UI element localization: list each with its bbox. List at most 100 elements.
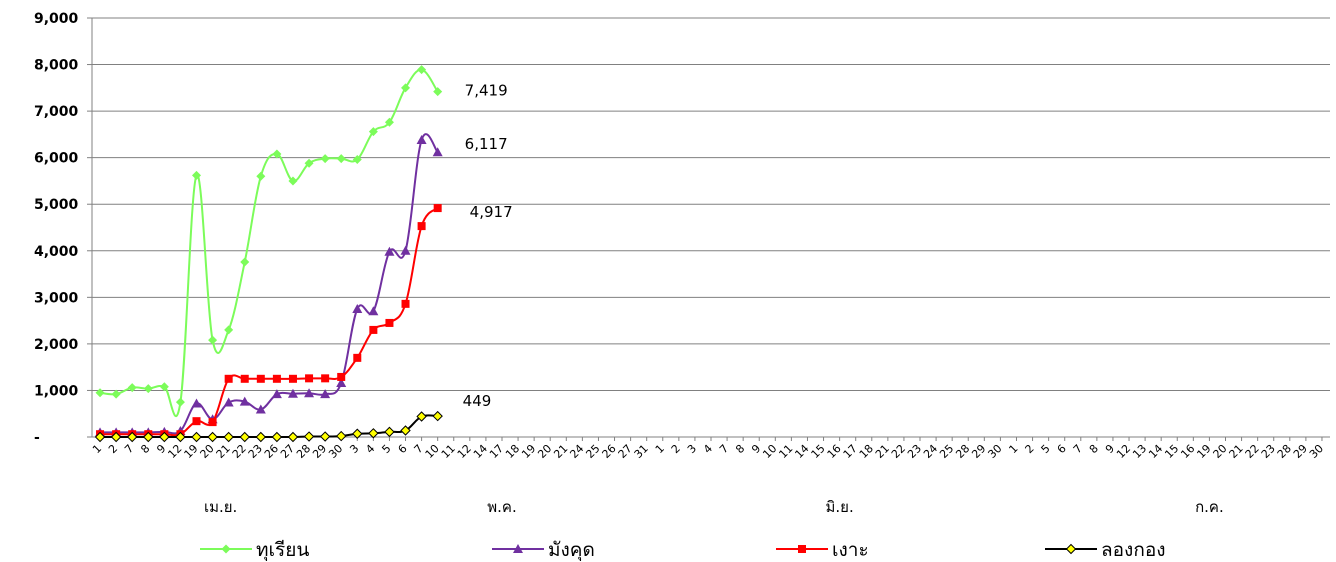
legend-item: มังคุด: [492, 539, 595, 562]
y-tick-label: 6,000: [34, 151, 79, 167]
data-point-marker: [111, 389, 121, 399]
data-point-marker: [304, 158, 314, 168]
data-point-marker: [191, 431, 202, 443]
data-point-marker: [255, 404, 266, 414]
data-point-marker: [159, 431, 170, 443]
data-point-marker: [95, 388, 105, 398]
data-point-marker: [223, 397, 234, 407]
y-tick-label: 3,000: [34, 290, 79, 306]
x-tick-label: 2: [669, 442, 683, 456]
data-point-marker: [126, 431, 138, 443]
data-point-marker: [432, 410, 443, 422]
data-point-marker: [417, 65, 427, 75]
data-point-marker: [320, 389, 331, 399]
data-point-marker: [288, 374, 297, 383]
data-point-marker: [417, 222, 426, 231]
data-point-marker: [385, 318, 394, 327]
legend-item: ลองกอง: [1045, 539, 1166, 561]
data-point-marker: [143, 431, 154, 443]
x-tick-label: 30: [1307, 442, 1326, 461]
x-tick-label: 1: [1006, 442, 1020, 456]
x-tick-label: 4: [701, 442, 715, 456]
series-line: [100, 414, 438, 439]
data-point-marker: [401, 83, 411, 93]
data-point-marker: [353, 353, 362, 362]
data-point-marker: [369, 325, 378, 334]
data-point-marker: [1065, 543, 1077, 555]
legend-label: มังคุด: [548, 539, 595, 562]
x-tick-label: 30: [326, 442, 345, 461]
data-point-marker: [272, 374, 281, 383]
legend-label: ทุเรียน: [256, 539, 309, 562]
month-label: เม.ย.: [204, 498, 237, 516]
end-labels: 7,419 6,117 4,917 449: [463, 82, 513, 410]
end-value-label: 449: [463, 392, 492, 410]
x-tick-label: 30: [985, 442, 1004, 461]
data-point-marker: [287, 431, 299, 443]
end-value-label: 7,419: [465, 82, 508, 100]
data-point-marker: [192, 170, 202, 180]
data-point-marker: [223, 431, 234, 443]
y-tick-label: 1,000: [34, 383, 79, 399]
month-label: ก.ค.: [1195, 498, 1224, 516]
data-point-marker: [384, 117, 394, 127]
x-tick-label: 5: [1039, 442, 1053, 456]
data-point-marker: [208, 418, 217, 427]
data-point-marker: [368, 428, 379, 439]
x-tick-label: 8: [138, 442, 152, 456]
x-tick-label: 31: [632, 442, 651, 461]
series-1: [95, 65, 443, 418]
data-point-marker: [240, 374, 249, 383]
y-axis: - 1,000 2,000 3,000 4,000 5,000 6,000 7,000 8,00…: [34, 11, 93, 446]
data-point-marker: [224, 374, 233, 383]
x-tick-label: 6: [395, 442, 409, 456]
month-label: มิ.ย.: [826, 498, 854, 516]
data-point-marker: [191, 398, 202, 408]
series-layer: [94, 65, 443, 443]
data-point-marker: [416, 134, 427, 144]
x-tick-label: 1: [653, 442, 667, 456]
data-point-marker: [110, 431, 122, 443]
data-point-marker: [401, 299, 410, 308]
data-point-marker: [288, 176, 298, 186]
x-tick-label: 8: [733, 442, 747, 456]
data-point-marker: [287, 388, 298, 398]
data-point-marker: [384, 246, 395, 256]
data-point-marker: [239, 396, 250, 406]
x-tick-label: 1: [90, 442, 104, 456]
x-tick-label: 8: [1087, 442, 1101, 456]
series-line: [100, 207, 439, 437]
data-point-marker: [303, 431, 315, 442]
data-point-marker: [416, 411, 427, 422]
data-point-marker: [798, 545, 806, 553]
data-point-marker: [400, 245, 411, 255]
data-point-marker: [127, 383, 137, 393]
data-point-marker: [433, 87, 443, 97]
data-point-marker: [221, 544, 231, 554]
data-point-marker: [352, 155, 362, 165]
x-tick-label: 2: [106, 442, 120, 456]
data-point-marker: [432, 147, 443, 157]
y-tick-label: -: [34, 430, 40, 446]
legend: ทุเรียน มังคุด เงาะ ลองกอง: [200, 539, 1166, 562]
data-point-marker: [336, 154, 346, 164]
data-point-marker: [400, 425, 411, 436]
y-tick-label: 4,000: [34, 244, 79, 260]
end-value-label: 4,917: [470, 203, 513, 221]
data-point-marker: [159, 382, 169, 392]
x-tick-label: 7: [122, 442, 136, 456]
legend-item: เงาะ: [776, 539, 869, 561]
y-tick-label: 9,000: [34, 11, 79, 27]
data-point-marker: [256, 374, 265, 383]
data-point-marker: [368, 127, 378, 137]
end-value-label: 6,117: [465, 135, 508, 153]
data-point-marker: [143, 384, 153, 394]
data-point-marker: [224, 325, 234, 335]
y-tick-label: 8,000: [34, 58, 79, 74]
gridlines: [92, 17, 1330, 438]
legend-item: ทุเรียน: [200, 539, 309, 562]
x-tick-label: 4: [363, 442, 377, 456]
data-point-marker: [256, 171, 266, 181]
